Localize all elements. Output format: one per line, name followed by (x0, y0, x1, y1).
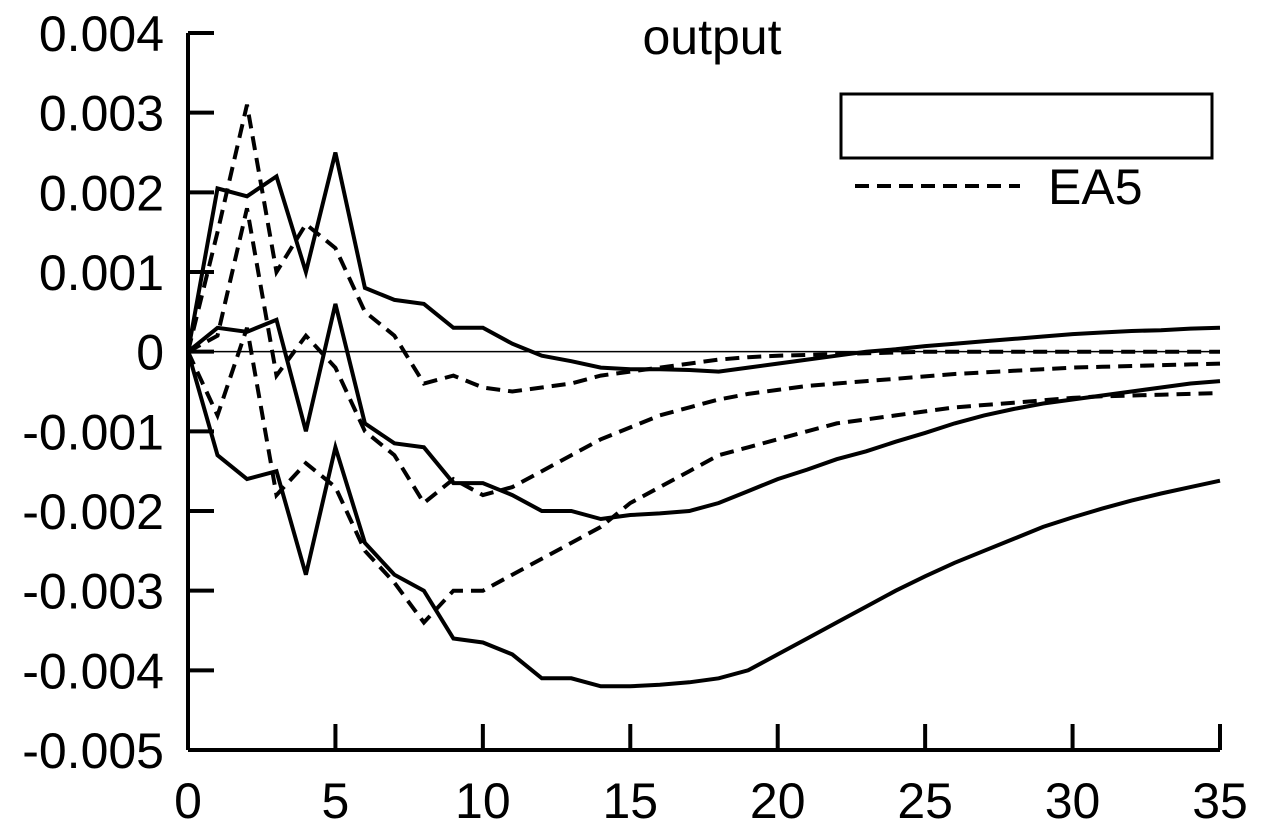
x-tick-label: 30 (1045, 773, 1101, 829)
ticks-layer: 0.004 0.003 0.002 0.001 0 -0.001 -0.002 -0.003 -… (22, 6, 1248, 829)
x-tick-label: 25 (897, 773, 953, 829)
x-tick-label: 10 (455, 773, 511, 829)
y-tick-label: -0.002 (22, 484, 164, 540)
series-line-1-solid (186, 152, 1221, 374)
y-tick-label: -0.005 (22, 723, 164, 779)
y-tick-label: 0.004 (39, 6, 164, 62)
x-tick-label: 5 (322, 773, 350, 829)
y-tick-label: 0 (136, 325, 164, 381)
series-line-3-solid (186, 351, 1221, 689)
axes-layer (186, 33, 1220, 752)
x-tick-label: 15 (602, 773, 658, 829)
y-tick-label: 0.003 (39, 86, 164, 142)
series-layer (186, 104, 1221, 689)
y-tick-label: -0.001 (22, 404, 164, 460)
series-line-2-solid (186, 303, 1221, 522)
series-line-6-dashed (186, 327, 1221, 626)
series-line-4-dashed (186, 104, 1220, 394)
chart-title: output (642, 9, 781, 65)
y-tick-label: 0.002 (39, 165, 164, 221)
y-tick-label: -0.003 (22, 564, 164, 620)
legend-solid-swatch-box (839, 92, 1214, 160)
legend-label-ea5: EA5 (1048, 159, 1143, 215)
x-tick-label: 20 (750, 773, 806, 829)
y-tick-label: -0.004 (22, 643, 164, 699)
y-tick-label: 0.001 (39, 245, 164, 301)
x-tick-label: 0 (174, 773, 202, 829)
series-line-5-dashed (187, 207, 1221, 506)
x-tick-label: 35 (1192, 773, 1248, 829)
legend: EA5 (839, 92, 1214, 215)
